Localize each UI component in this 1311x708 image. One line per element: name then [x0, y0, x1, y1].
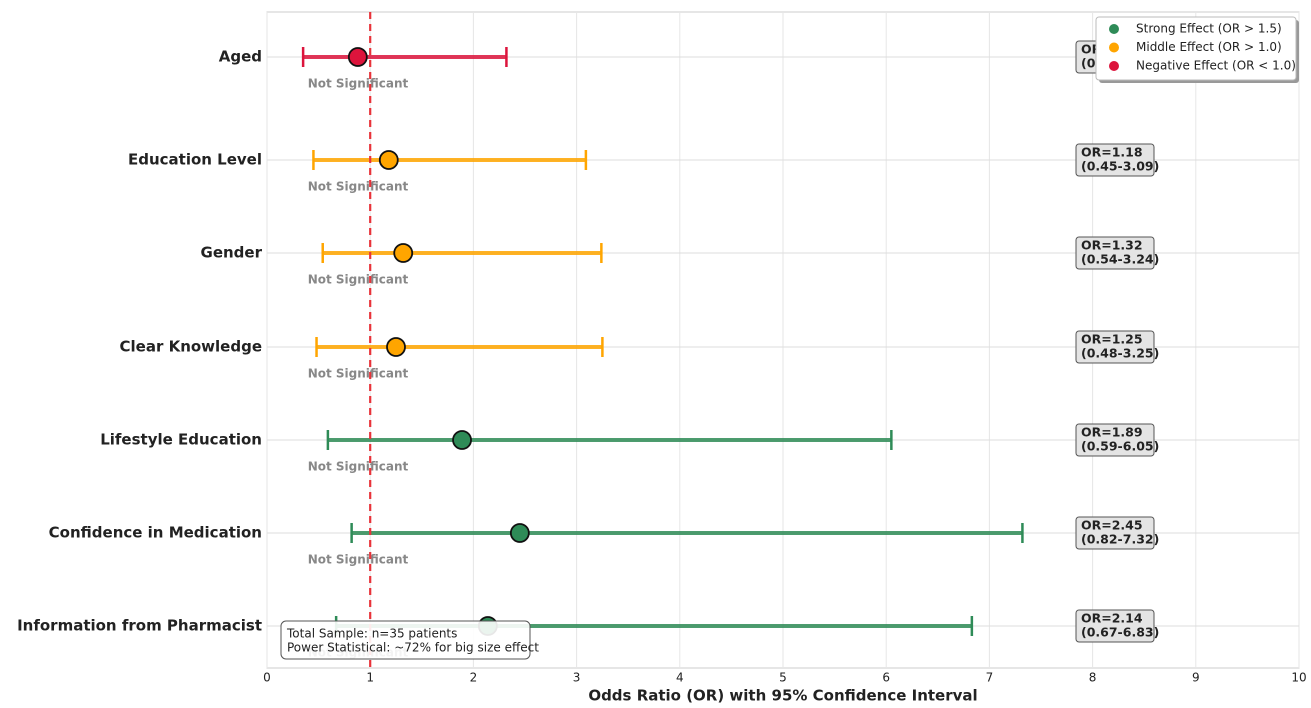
point-estimate	[509, 523, 530, 543]
legend-marker	[1109, 42, 1119, 53]
x-tick-label: 2	[470, 671, 478, 685]
x-tick-label: 6	[882, 671, 890, 685]
note-box	[280, 620, 531, 660]
value-label-box	[1075, 516, 1155, 550]
value-label: (0.54-3.24)	[1081, 252, 1159, 267]
x-axis-label: Odds Ratio (OR) with 95% Confidence Inte…	[588, 687, 977, 705]
value-label: (0.45-3.09)	[1081, 159, 1159, 174]
legend-marker	[1109, 24, 1119, 34]
significance-label: Not Significant	[308, 180, 409, 194]
y-tick-label: Aged	[219, 48, 262, 66]
note-text: Power Statistical: ~72% for big size eff…	[287, 641, 539, 655]
x-tick-label: 5	[779, 671, 787, 685]
value-label: OR=2.45	[1081, 518, 1143, 533]
point-estimate	[393, 243, 414, 263]
y-tick-label: Gender	[201, 244, 263, 262]
x-tick-label: 10	[1291, 671, 1306, 685]
significance-label: Not Significant	[308, 553, 409, 567]
y-tick-label: Lifestyle Education	[100, 431, 262, 449]
value-label: OR=2.14	[1081, 611, 1143, 626]
value-label: OR=1.25	[1081, 332, 1143, 347]
value-label: OR=1.89	[1081, 425, 1143, 440]
y-tick-label: Education Level	[128, 151, 262, 169]
value-label-box	[1075, 330, 1155, 364]
significance-label: Not Significant	[308, 367, 409, 381]
legend-label: Negative Effect (OR < 1.0)	[1136, 59, 1296, 73]
significance-label: Not Significant	[308, 460, 409, 474]
value-label: (0.48-3.25)	[1081, 346, 1159, 361]
value-label-box	[1075, 423, 1155, 457]
significance-label: Not Significant	[308, 273, 409, 287]
value-label-box	[1075, 236, 1155, 270]
value-label-box	[1075, 143, 1155, 177]
x-tick-label: 1	[366, 671, 374, 685]
value-label: (0.82-7.32)	[1081, 532, 1159, 547]
significance-label: Not Significant	[308, 77, 409, 91]
x-tick-label: 9	[1192, 671, 1200, 685]
value-label: (0.67-6.83)	[1081, 625, 1159, 640]
y-tick-label: Confidence in Medication	[49, 524, 262, 542]
x-tick-label: 7	[986, 671, 994, 685]
value-label-box	[1075, 609, 1155, 643]
x-tick-label: 4	[676, 671, 684, 685]
point-estimate	[452, 430, 472, 450]
point-estimate	[378, 150, 399, 170]
point-estimate	[347, 47, 368, 67]
value-label: (0.59-6.05)	[1081, 439, 1159, 454]
value-label: OR=1.32	[1081, 238, 1143, 253]
y-tick-label: Clear Knowledge	[120, 338, 263, 356]
x-tick-label: 3	[573, 671, 581, 685]
note-text: Total Sample: n=35 patients	[286, 627, 457, 641]
x-tick-label: 0	[263, 671, 271, 685]
legend-box	[1095, 16, 1297, 81]
legend-marker	[1109, 61, 1119, 71]
legend-label: Middle Effect (OR > 1.0)	[1136, 40, 1282, 54]
legend-label: Strong Effect (OR > 1.5)	[1136, 22, 1282, 36]
x-tick-label: 8	[1089, 671, 1097, 685]
y-tick-label: Information from Pharmacist	[17, 617, 262, 635]
value-label: OR=1.18	[1081, 145, 1143, 160]
point-estimate	[386, 337, 406, 357]
